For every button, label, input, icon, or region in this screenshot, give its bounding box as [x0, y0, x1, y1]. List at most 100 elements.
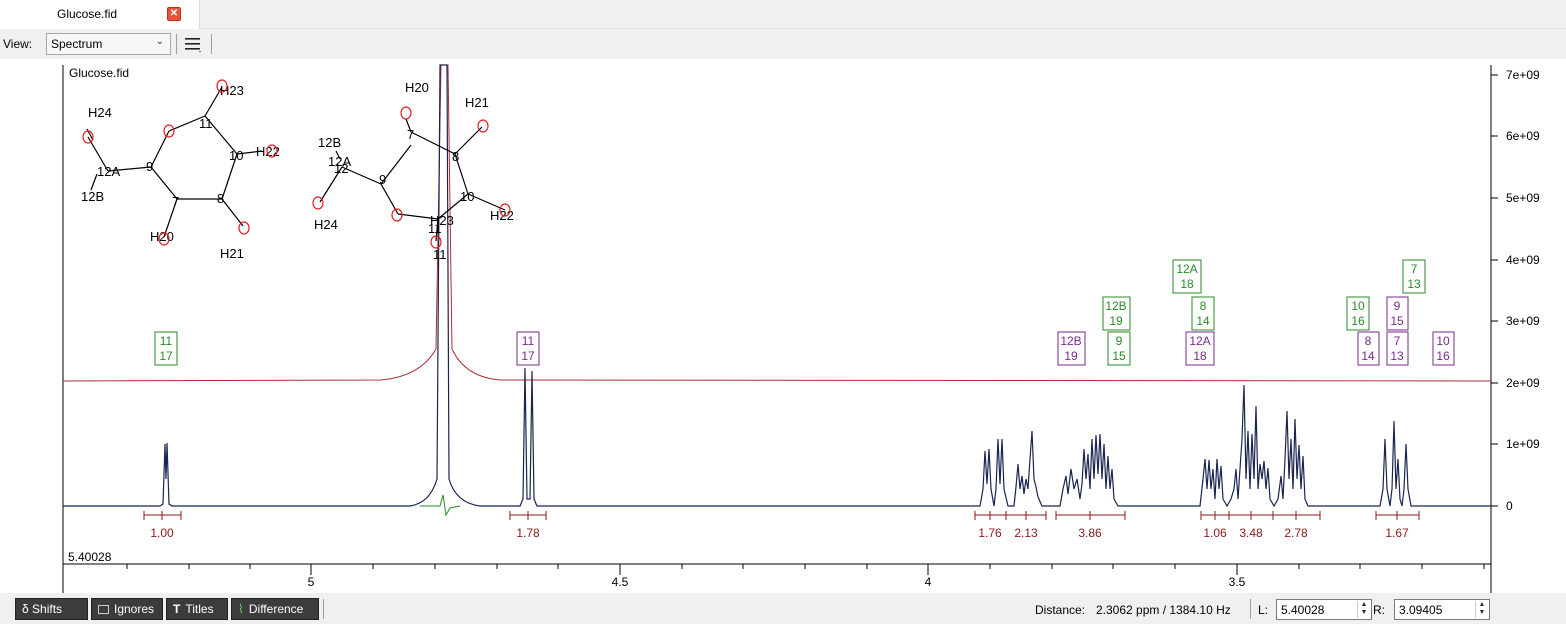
peak-label: 14: [1196, 314, 1210, 328]
distance-value: 2.3062 ppm / 1384.10 Hz: [1096, 603, 1231, 617]
peak-label: 19: [1064, 349, 1078, 363]
y-tick-label: 1e+09: [1506, 437, 1540, 451]
divider: [176, 34, 177, 54]
atom-label: H23: [220, 83, 244, 98]
atom-label: 11: [428, 221, 442, 236]
peak-label: 9: [1116, 334, 1123, 348]
atom-label: H22: [256, 144, 280, 159]
x-tick-label: 4.5: [612, 575, 629, 589]
tab-bar: Glucose.fid ✕: [0, 0, 1566, 29]
atom-label: 11: [433, 247, 447, 262]
peak-label: 8: [1200, 299, 1207, 313]
peak-label: 13: [1407, 277, 1421, 291]
view-select-value: Spectrum: [51, 37, 103, 51]
atom-label: 7: [172, 194, 179, 209]
peak-label: 14: [1361, 349, 1375, 363]
right-limit-value: 3.09405: [1399, 603, 1443, 617]
atom-label: H20: [150, 229, 174, 244]
molecule-structure-2: [319, 118, 506, 242]
x-tick-label: 3.5: [1229, 575, 1246, 589]
atom-label: H24: [314, 217, 338, 232]
peak-label: 12A: [1176, 262, 1197, 276]
spin-arrows-icon[interactable]: ▲ ▼: [1475, 601, 1488, 618]
y-tick-label: 6e+09: [1506, 129, 1540, 143]
peak-label: 12B: [1060, 334, 1081, 348]
distance-label: Distance:: [1035, 603, 1086, 617]
right-limit-spinbox[interactable]: 3.09405 ▲ ▼: [1394, 599, 1490, 620]
integral-value: 1.78: [516, 526, 540, 540]
tab-glucose[interactable]: Glucose.fid ✕: [0, 0, 200, 29]
spin-arrows-icon[interactable]: ▲ ▼: [1357, 601, 1370, 618]
close-icon[interactable]: ✕: [167, 7, 181, 21]
y-tick-label: 0: [1506, 499, 1513, 513]
peak-label: 10: [1351, 299, 1365, 313]
atom-label: 10: [229, 148, 243, 163]
integral-value: 3.48: [1239, 526, 1263, 540]
peak-label: 12B: [1105, 299, 1126, 313]
peak-label: 8: [1365, 334, 1372, 348]
peak-label: 17: [159, 349, 173, 363]
spectrum-trace: [63, 64, 1491, 508]
r-label: R:: [1373, 603, 1385, 617]
overlay-trace: [62, 64, 1492, 382]
l-label: L:: [1258, 603, 1269, 617]
atom-label: 8: [452, 149, 459, 164]
shifts-label: δ Shifts: [22, 602, 63, 616]
spectrum-plot[interactable]: 5 4.5 4 3.5 7e+09 6e+09 5e+09 4e+09 3e+0…: [0, 59, 1566, 593]
peak-label: 11: [160, 334, 173, 348]
plot-filename: Glucose.fid: [69, 66, 129, 80]
bottom-toolbar: δ Shifts Ignores T Titles ⌇ Difference Dis…: [0, 593, 1566, 624]
integral-value: 1.00: [150, 526, 174, 540]
waveform-icon: ⌇: [238, 602, 244, 616]
peak-label: 13: [1390, 349, 1404, 363]
atom-label: 7: [407, 127, 414, 142]
peak-label: 10: [1436, 334, 1450, 348]
peak-label: 15: [1390, 314, 1404, 328]
peak-label: 12A: [1189, 334, 1210, 348]
ignores-button[interactable]: Ignores: [91, 598, 163, 620]
atom-label: H24: [88, 105, 112, 120]
integral-value: 1.06: [1203, 526, 1227, 540]
atom-label: 12B: [81, 189, 104, 204]
view-select[interactable]: Spectrum ⌄: [46, 33, 171, 55]
tab-label: Glucose.fid: [57, 7, 118, 21]
integral-value: 2.13: [1014, 526, 1038, 540]
integral-value: 1.67: [1385, 526, 1409, 540]
rectangle-icon: [98, 605, 109, 614]
left-limit-spinbox[interactable]: 5.40028 ▲ ▼: [1276, 599, 1372, 620]
peak-label: 9: [1394, 299, 1401, 313]
green-trace: [420, 494, 461, 517]
left-limit-value: 5.40028: [1281, 603, 1325, 617]
cursor-value: 5.40028: [68, 550, 112, 564]
ignores-label: Ignores: [114, 602, 155, 616]
integral-value: 2.78: [1284, 526, 1308, 540]
y-tick-label: 5e+09: [1506, 191, 1540, 205]
atom-label: 10: [460, 189, 474, 204]
y-tick-label: 2e+09: [1506, 376, 1540, 390]
atom-label: 9: [379, 172, 386, 187]
titles-button[interactable]: T Titles: [166, 598, 228, 620]
atom-label: 8: [217, 191, 224, 206]
titles-label: Titles: [185, 602, 214, 616]
y-tick-label: 4e+09: [1506, 253, 1540, 267]
divider: [323, 599, 324, 619]
hamburger-menu-icon[interactable]: [183, 35, 203, 53]
chevron-down-icon: ⌄: [155, 36, 164, 47]
atom-label: 12A: [97, 164, 120, 179]
atom-label: 9: [146, 159, 153, 174]
atom-label: 12: [334, 161, 348, 176]
peak-label: 11: [522, 334, 535, 348]
shifts-button[interactable]: δ Shifts: [15, 598, 88, 620]
peak-label: 18: [1193, 349, 1207, 363]
y-tick-label: 3e+09: [1506, 314, 1540, 328]
divider: [211, 34, 212, 54]
difference-button[interactable]: ⌇ Difference: [231, 598, 319, 620]
atom-label: 11: [199, 116, 213, 131]
peak-label: 17: [521, 349, 535, 363]
atom-label: H21: [220, 246, 244, 261]
peak-label: 7: [1394, 334, 1401, 348]
atom-label: 12B: [318, 135, 341, 150]
atom-label: H21: [465, 95, 489, 110]
text-icon: T: [173, 602, 181, 616]
peak-label: 19: [1109, 314, 1123, 328]
